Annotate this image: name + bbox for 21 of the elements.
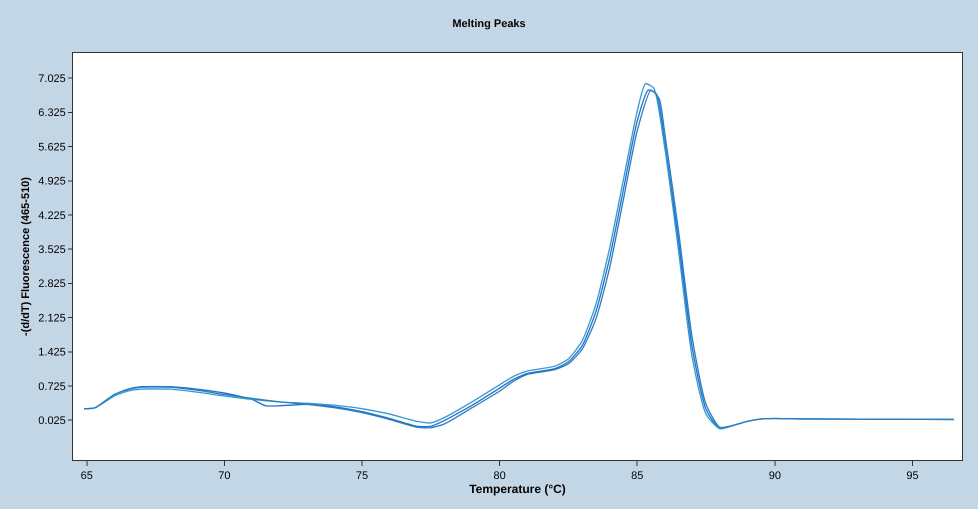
y-tick-label: 2.825 bbox=[38, 278, 66, 290]
x-tick-label: 80 bbox=[493, 470, 506, 482]
x-axis-title: Temperature (°C) bbox=[469, 482, 566, 496]
y-axis-title: -(d/dT) Fluorescence (465-510) bbox=[20, 176, 32, 336]
y-tick-label: 5.625 bbox=[38, 141, 66, 154]
x-tick-label: 95 bbox=[906, 470, 919, 482]
y-tick-label: 2.125 bbox=[38, 312, 66, 324]
x-tick-label: 90 bbox=[768, 470, 781, 482]
y-tick-label: 3.525 bbox=[38, 244, 66, 256]
x-tick-label: 85 bbox=[631, 470, 644, 482]
x-tick-label: 70 bbox=[218, 470, 231, 482]
x-tick-label: 75 bbox=[356, 470, 368, 482]
y-tick-label: 0.025 bbox=[38, 415, 66, 428]
y-tick-label: 1.425 bbox=[38, 346, 66, 359]
y-tick-label: 7.025 bbox=[38, 73, 66, 86]
y-tick-label: 6.325 bbox=[38, 107, 66, 120]
x-tick-label: 65 bbox=[80, 470, 93, 482]
y-tick-label: 4.225 bbox=[38, 210, 66, 222]
y-tick-label: 0.725 bbox=[38, 380, 66, 393]
chart-title: Melting Peaks bbox=[452, 18, 526, 30]
y-tick-label: 4.925 bbox=[38, 176, 66, 188]
